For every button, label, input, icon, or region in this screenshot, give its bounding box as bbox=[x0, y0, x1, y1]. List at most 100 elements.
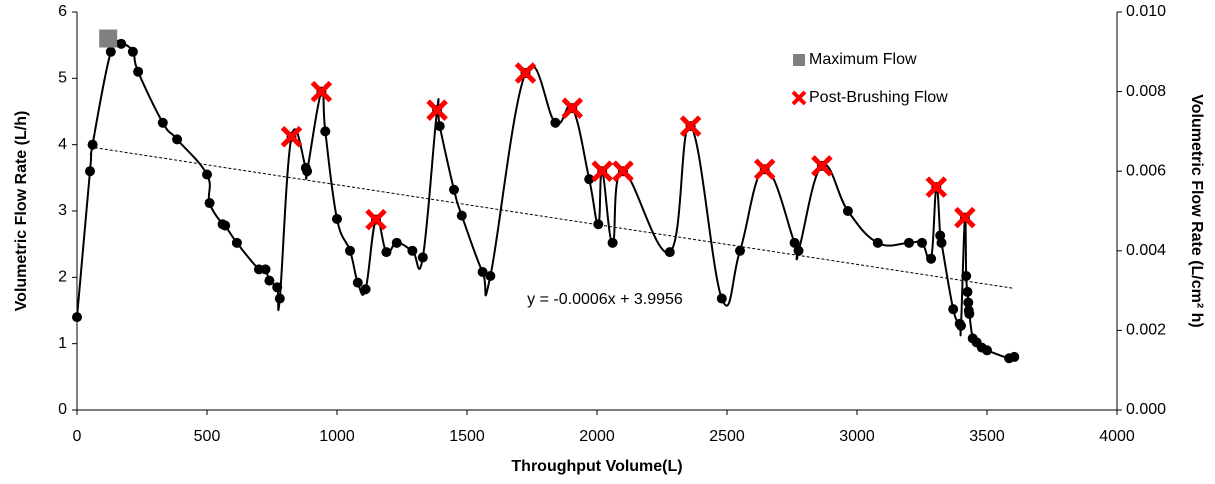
x-tick-label: 3000 bbox=[839, 428, 875, 445]
point bbox=[964, 308, 975, 319]
point bbox=[434, 121, 445, 132]
point bbox=[105, 46, 116, 57]
point bbox=[345, 245, 355, 256]
legend-swatch bbox=[793, 54, 805, 66]
x-stroke bbox=[561, 97, 584, 119]
point bbox=[320, 126, 331, 137]
flow-line bbox=[76, 39, 1015, 360]
y2-axis-label: Volumetric Flow Rate (L/cm² h) bbox=[1188, 94, 1205, 328]
x-marker bbox=[954, 206, 976, 229]
y-tick-label: 4 bbox=[58, 136, 67, 153]
x-marker bbox=[925, 176, 948, 198]
point bbox=[982, 345, 992, 356]
point bbox=[904, 237, 914, 248]
x-tick-label: 3500 bbox=[969, 428, 1005, 445]
y2-tick-label: 0.000 bbox=[1126, 401, 1166, 418]
x-marker bbox=[426, 99, 448, 121]
x-stroke bbox=[811, 155, 833, 177]
x-stroke bbox=[365, 208, 387, 231]
point bbox=[302, 166, 313, 177]
x-stroke bbox=[925, 176, 948, 198]
point bbox=[793, 245, 804, 256]
x-marker bbox=[561, 97, 584, 119]
x-stroke bbox=[954, 206, 976, 229]
y2-tick-label: 0.002 bbox=[1126, 322, 1166, 339]
point bbox=[664, 247, 675, 258]
point bbox=[550, 117, 561, 128]
y2-tick-label: 0.006 bbox=[1126, 162, 1166, 179]
x-tick-label: 500 bbox=[194, 428, 221, 445]
x-marker bbox=[280, 125, 303, 148]
point bbox=[272, 282, 283, 293]
legend-swatch bbox=[791, 90, 807, 106]
point bbox=[872, 237, 883, 248]
point bbox=[87, 139, 98, 150]
y-tick-label: 5 bbox=[58, 70, 67, 87]
point bbox=[961, 271, 972, 282]
point bbox=[274, 293, 285, 304]
point bbox=[926, 253, 937, 264]
x-stroke bbox=[280, 125, 303, 148]
x-marker bbox=[753, 158, 776, 180]
x-tick-label: 1000 bbox=[319, 428, 355, 445]
point bbox=[116, 38, 127, 49]
point bbox=[735, 245, 745, 256]
x-stroke bbox=[426, 99, 448, 121]
x-tick-label: 4000 bbox=[1099, 428, 1135, 445]
x-stroke bbox=[679, 115, 702, 137]
point bbox=[332, 213, 342, 224]
x-marker bbox=[679, 115, 702, 137]
point bbox=[477, 267, 488, 278]
point bbox=[157, 117, 168, 128]
point bbox=[456, 210, 467, 221]
point bbox=[407, 245, 418, 256]
x-stroke bbox=[591, 160, 613, 182]
point bbox=[391, 237, 402, 248]
y2-tick-label: 0.008 bbox=[1126, 83, 1166, 100]
point bbox=[936, 237, 947, 248]
x-tick-label: 0 bbox=[73, 428, 82, 445]
point bbox=[231, 237, 242, 248]
x-stroke bbox=[612, 160, 634, 182]
point bbox=[127, 46, 138, 57]
y-tick-label: 3 bbox=[58, 202, 67, 219]
y-tick-label: 0 bbox=[58, 401, 67, 418]
point bbox=[948, 304, 959, 315]
point bbox=[485, 271, 496, 282]
x-marker bbox=[811, 155, 833, 177]
x-marker bbox=[310, 80, 333, 103]
point bbox=[956, 320, 966, 331]
point bbox=[260, 264, 271, 275]
trendline bbox=[89, 146, 1014, 289]
point bbox=[264, 275, 275, 286]
point bbox=[220, 220, 231, 231]
x-stroke bbox=[310, 80, 333, 103]
x-marker bbox=[612, 160, 634, 182]
point bbox=[1009, 351, 1020, 362]
point bbox=[172, 134, 183, 145]
point bbox=[607, 237, 618, 248]
point bbox=[716, 293, 727, 304]
point bbox=[593, 219, 604, 230]
point bbox=[72, 312, 82, 323]
point bbox=[842, 206, 853, 216]
y-tick-label: 6 bbox=[58, 3, 67, 20]
point bbox=[917, 237, 927, 248]
y-axis-label: Volumetric Flow Rate (L/h) bbox=[13, 111, 30, 312]
point bbox=[584, 174, 595, 185]
x-marker bbox=[365, 208, 387, 231]
point bbox=[963, 297, 974, 308]
point bbox=[204, 198, 215, 209]
trendline-equation: y = -0.0006x + 3.9956 bbox=[527, 291, 683, 308]
point bbox=[417, 252, 428, 263]
y-tick-label: 2 bbox=[58, 269, 67, 286]
y2-tick-label: 0.010 bbox=[1126, 3, 1166, 20]
x-axis-label: Throughput Volume(L) bbox=[511, 458, 682, 475]
point bbox=[85, 166, 95, 177]
max-marker bbox=[99, 29, 118, 48]
x-tick-label: 2000 bbox=[579, 428, 615, 445]
y2-tick-label: 0.004 bbox=[1126, 242, 1166, 259]
y-tick-label: 1 bbox=[58, 335, 67, 352]
x-stroke bbox=[753, 158, 776, 180]
